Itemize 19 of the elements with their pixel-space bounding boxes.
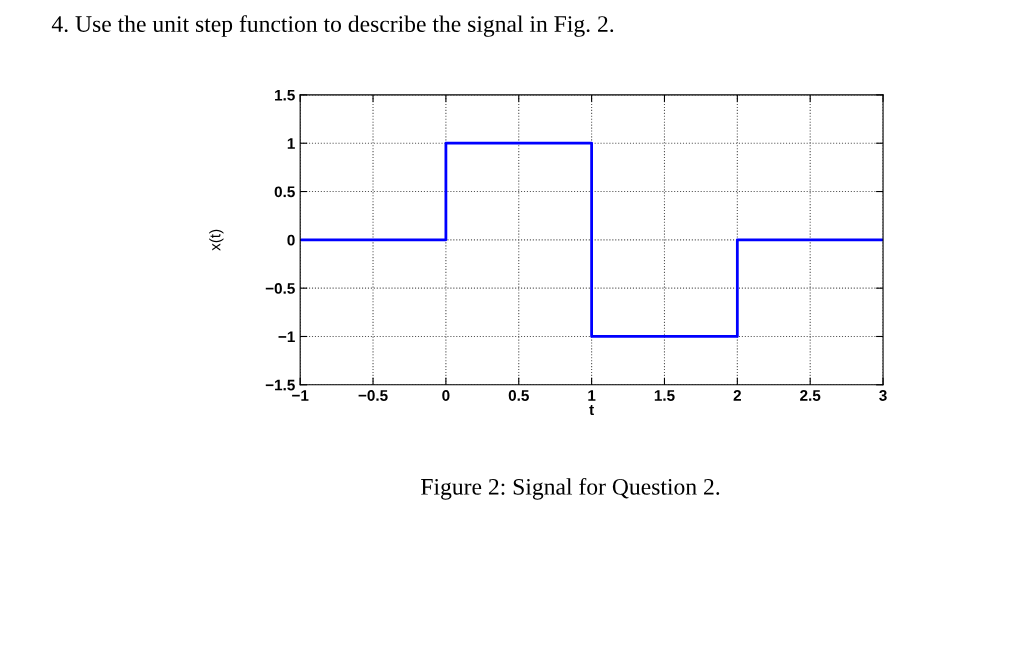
x-tick-label: 0.5: [508, 390, 529, 401]
x-tick-label: 2: [733, 390, 741, 401]
y-tick-label: 1: [287, 138, 295, 149]
y-tick-label: 1.5: [275, 89, 295, 101]
x-tick-label: 1: [588, 390, 596, 401]
x-tick-label: 1.5: [654, 390, 675, 401]
y-tick-label: 0.5: [274, 186, 295, 198]
x-tick-label: −0.5: [358, 390, 388, 401]
x-tick-label: 0: [442, 390, 450, 401]
caption: Figure 2: Signal for Question 2.: [421, 477, 720, 500]
x-tick-label: 3: [879, 390, 887, 401]
y-tick-label: 0: [287, 234, 295, 246]
y-tick-label: −0.5: [265, 283, 295, 294]
y-tick-label: −1.5: [265, 379, 295, 391]
chart-title: 4. Use the unit step function to describe the signal in Fig. 2.: [51, 15, 614, 37]
x-tick-label: 2.5: [800, 390, 821, 401]
x-axis-title: t: [589, 405, 594, 416]
y-axis-title: x(t): [209, 229, 224, 251]
y-tick-label: −1: [278, 331, 295, 343]
